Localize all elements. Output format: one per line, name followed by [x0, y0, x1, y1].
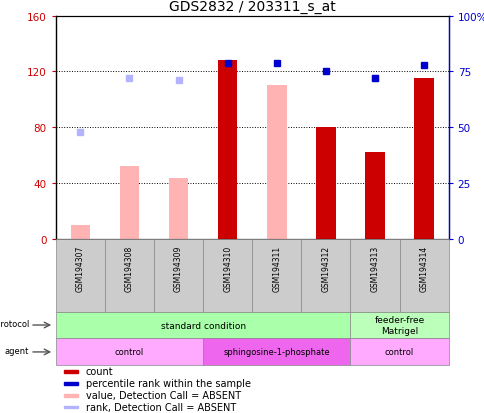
Text: value, Detection Call = ABSENT: value, Detection Call = ABSENT [86, 390, 240, 400]
Text: control: control [115, 348, 144, 356]
Text: growth protocol: growth protocol [0, 319, 29, 328]
Text: GSM194312: GSM194312 [321, 245, 330, 291]
Bar [399, 240, 448, 312]
Bar [349, 312, 448, 339]
Text: percentile rank within the sample: percentile rank within the sample [86, 378, 250, 388]
Text: GSM194307: GSM194307 [76, 245, 85, 292]
Text: feeder-free
Matrigel: feeder-free Matrigel [374, 316, 424, 335]
Bar [153, 240, 203, 312]
Bar [217, 61, 237, 240]
Text: GSM194309: GSM194309 [174, 245, 182, 292]
Text: GSM194310: GSM194310 [223, 245, 232, 292]
Text: GSM194314: GSM194314 [419, 245, 428, 292]
Bar [252, 240, 301, 312]
Bar [316, 128, 335, 240]
Text: standard condition: standard condition [160, 321, 245, 330]
Bar [120, 167, 139, 240]
Text: control: control [384, 348, 413, 356]
Bar [413, 79, 433, 240]
Bar [56, 240, 105, 312]
Bar [70, 225, 90, 240]
Bar [349, 240, 399, 312]
Bar [63, 382, 77, 385]
Title: GDS2832 / 203311_s_at: GDS2832 / 203311_s_at [168, 0, 335, 14]
Bar [63, 370, 77, 373]
Bar [63, 406, 77, 408]
Bar [301, 240, 349, 312]
Bar [266, 86, 286, 240]
Bar [105, 240, 153, 312]
Text: sphingosine-1-phosphate: sphingosine-1-phosphate [223, 348, 330, 356]
Text: count: count [86, 366, 113, 376]
Bar [56, 339, 203, 366]
Text: GSM194313: GSM194313 [370, 245, 378, 292]
Text: GSM194311: GSM194311 [272, 245, 281, 291]
Bar [203, 339, 349, 366]
Bar [203, 240, 252, 312]
Text: rank, Detection Call = ABSENT: rank, Detection Call = ABSENT [86, 402, 235, 412]
Text: agent: agent [5, 346, 29, 355]
Bar [349, 339, 448, 366]
Bar [168, 178, 188, 240]
Bar [56, 312, 349, 339]
Text: GSM194308: GSM194308 [125, 245, 134, 292]
Bar [364, 153, 384, 240]
Bar [63, 394, 77, 396]
